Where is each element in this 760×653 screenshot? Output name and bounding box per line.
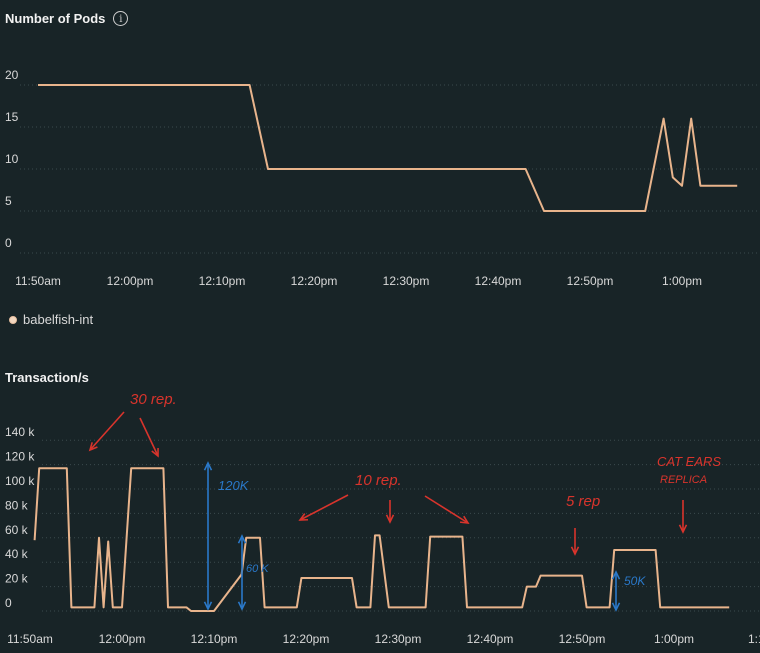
x-tick-label: 11:50am: [7, 632, 53, 646]
annotation-replica: REPLICA: [660, 474, 707, 486]
pods-panel-title-row: Number of Pods i: [5, 11, 129, 26]
x-tick-label: 12:10pm: [199, 274, 246, 288]
x-tick-label: 1:00pm: [662, 274, 702, 288]
x-tick-label: 12:40pm: [475, 274, 522, 288]
legend-label: babelfish-int: [23, 312, 94, 327]
annotation-30-rep: 30 rep.: [130, 391, 177, 408]
y-tick-label: 0: [5, 596, 12, 610]
legend-swatch: [9, 315, 17, 324]
x-tick-label: 12:20pm: [291, 274, 338, 288]
arrow-10rep-right-head: [459, 515, 470, 524]
series-line: [38, 84, 738, 212]
y-tick-label: 140 k: [5, 425, 35, 439]
arrow-50k-down-head: [611, 602, 621, 612]
annotation-10-rep: 10 rep.: [355, 472, 402, 489]
arrow-30rep-left: [89, 411, 125, 451]
arrow-10rep-left-head: [298, 513, 309, 521]
arrow-10rep-right: [424, 495, 469, 524]
x-tick-label: 12:30pm: [383, 274, 430, 288]
x-tick-label: 12:50pm: [567, 274, 614, 288]
arrow-60k-down-head: [237, 601, 247, 611]
x-tick-label: 11:50am: [15, 274, 61, 288]
pods-panel: Number of Pods i 0 5 10 15 20 11:50am 12:00pm 1…: [5, 11, 760, 327]
x-tick-label: 12:30pm: [375, 632, 422, 646]
y-tick-label: 100 k: [5, 474, 35, 488]
y-tick-label: 0: [5, 236, 12, 250]
y-tick-label: 60 k: [5, 523, 29, 537]
arrow-60k-up-head: [237, 534, 247, 544]
arrow-30rep-left-head: [88, 442, 98, 452]
x-tick-label: 12:50pm: [559, 632, 606, 646]
x-tick-label: 12:20pm: [283, 632, 330, 646]
pods-legend[interactable]: babelfish-int: [9, 312, 93, 327]
tps-panel-title-row: Transaction/s: [5, 370, 89, 385]
tps-chart-title: Transaction/s: [5, 370, 89, 385]
info-icon[interactable]: i: [113, 11, 129, 26]
tps-chart: 0 20 k 40 k 60 k 80 k 100 k 120 k 140 k 11:50am 1…: [5, 391, 760, 646]
arrow-120k-down-head: [203, 601, 213, 611]
arrow-120k-up-head: [203, 461, 213, 471]
arrow-cat-ears-head: [678, 524, 688, 534]
arrow-5rep-head: [570, 546, 580, 556]
arrow-30rep-right: [139, 417, 159, 457]
annotation-60k: 60 K: [246, 563, 269, 575]
annotation-50k: 50K: [624, 574, 646, 588]
tps-panel: Transaction/s 0 20 k 40 k 60 k 80 k 100 k 120 …: [0, 360, 760, 653]
y-tick-label: 15: [5, 110, 19, 124]
y-tick-label: 20: [5, 68, 19, 82]
y-tick-label: 5: [5, 194, 12, 208]
arrow-10rep-mid-head: [385, 514, 395, 524]
x-tick-label: 12:40pm: [467, 632, 514, 646]
y-tick-label: 120 k: [5, 450, 35, 464]
annotation-cat-ears: CAT EARS: [657, 454, 721, 469]
pods-chart: 0 5 10 15 20 11:50am 12:00pm 12:10pm 12:20pm 12:3…: [5, 68, 760, 288]
pods-chart-title: Number of Pods: [5, 11, 106, 26]
arrow-50k-up-head: [611, 570, 621, 580]
x-tick-label: 1:00pm: [654, 632, 694, 646]
x-tick-label: 1:10: [748, 632, 760, 646]
arrow-30rep-right-head: [151, 447, 159, 458]
x-tick-label: 12:00pm: [107, 274, 154, 288]
y-tick-label: 10: [5, 152, 19, 166]
y-tick-label: 40 k: [5, 547, 29, 561]
x-tick-label: 12:00pm: [99, 632, 146, 646]
y-tick-label: 20 k: [5, 572, 29, 586]
annotation-5-rep: 5 rep: [566, 493, 600, 510]
y-tick-label: 80 k: [5, 498, 29, 512]
series-line: [33, 467, 730, 612]
arrow-10rep-left: [299, 494, 349, 521]
x-tick-label: 12:10pm: [191, 632, 238, 646]
annotation-120k: 120K: [218, 478, 250, 493]
annotations-layer: 30 rep. 120K 60 K 10 rep. 5 rep 50K CAT EARS RE…: [88, 391, 721, 612]
